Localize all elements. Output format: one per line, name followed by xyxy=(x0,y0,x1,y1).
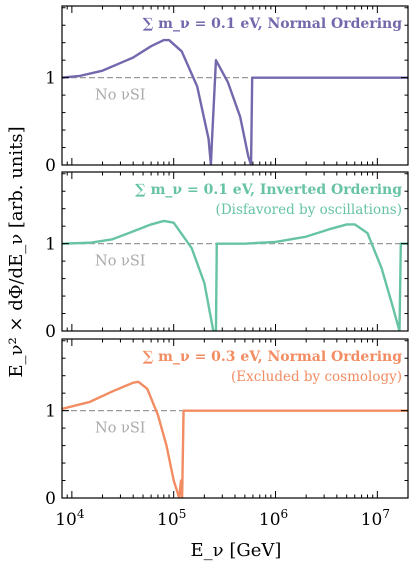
panel-subtitle: (Excluded by cosmology) xyxy=(231,369,402,385)
reference-label: No νSI xyxy=(95,254,146,270)
y-axis-label: E_ν² × dΦ/dE_ν [arb. units] xyxy=(6,126,27,377)
panel-title: ∑ m_ν = 0.1 eV, Inverted Ordering xyxy=(135,182,402,198)
y-tick-label: 1 xyxy=(45,235,56,255)
y-tick-label: 1 xyxy=(45,69,56,89)
x-tick-label: 104 xyxy=(55,507,85,530)
y-tick-label: 0 xyxy=(45,156,56,176)
x-tick-label: 107 xyxy=(361,507,390,530)
panel-3: No νSI 0 1 104 105 106 107 ∑ m_ν = 0.3 eV, Norm… xyxy=(45,338,409,530)
reference-label: No νSI xyxy=(95,88,146,104)
y-tick-label: 0 xyxy=(45,489,56,509)
panel-title: ∑ m_ν = 0.3 eV, Normal Ordering xyxy=(143,349,402,365)
panel-title: ∑ m_ν = 0.1 eV, Normal Ordering xyxy=(143,16,402,32)
x-axis-label: E_ν [GeV] xyxy=(191,540,282,561)
y-axis-label-group: E_ν² × dΦ/dE_ν [arb. units] xyxy=(6,126,27,377)
reference-label: No νSI xyxy=(95,421,146,437)
series-line xyxy=(62,380,408,498)
series-line xyxy=(62,38,408,165)
x-tick-label: 106 xyxy=(259,507,288,530)
panel-subtitle: (Disfavored by oscillations) xyxy=(216,202,402,218)
y-tick-label: 1 xyxy=(45,402,56,422)
x-tick-label: 105 xyxy=(157,507,186,530)
y-tick-label: 0 xyxy=(45,322,56,342)
panel-1: No νSI 0 1 ∑ m_ν = 0.1 eV, Normal Ordering xyxy=(45,5,409,176)
series-line xyxy=(62,219,408,331)
panel-2: No νSI 0 1 ∑ m_ν = 0.1 eV, Inverted Orderin… xyxy=(45,171,409,342)
